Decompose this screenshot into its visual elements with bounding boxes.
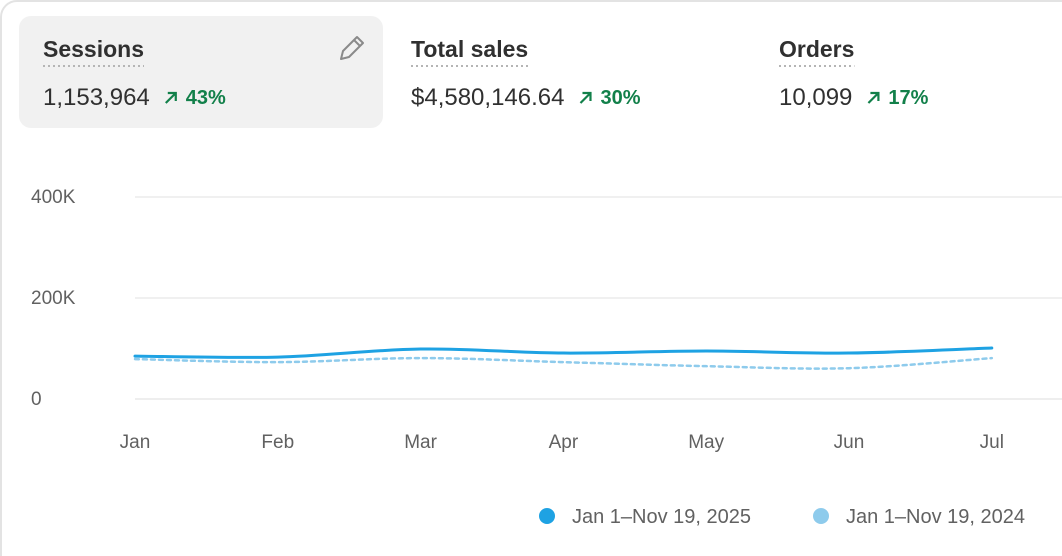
metric-change: 30% (600, 87, 640, 109)
metric-title: Orders (779, 36, 854, 62)
x-tick-label: Jan (120, 432, 151, 453)
metric-value: $4,580,146.64 (411, 84, 564, 111)
x-tick-label: Jun (834, 432, 865, 453)
series-line (133, 346, 994, 359)
series-line (133, 356, 994, 370)
trend-arrow (579, 91, 592, 104)
legend-swatch (539, 508, 555, 524)
metric-title: Total sales (411, 36, 528, 62)
x-tick-label: Jul (980, 432, 1004, 453)
trend-arrow (867, 91, 880, 104)
metric-change: 43% (186, 87, 226, 109)
x-tick-label: Apr (549, 432, 579, 453)
x-tick-label: Feb (261, 432, 294, 453)
metric-value: 1,153,964 (43, 84, 150, 111)
edit-icon[interactable] (340, 36, 364, 60)
selected-metric-bg (19, 16, 383, 128)
legend-label: Jan 1–Nov 19, 2024 (846, 506, 1025, 528)
metric-title: Sessions (43, 36, 144, 62)
x-tick-label: Mar (404, 432, 437, 453)
legend-label: Jan 1–Nov 19, 2025 (572, 506, 751, 528)
metric-value: 10,099 (779, 84, 852, 111)
trend-arrow (165, 91, 177, 104)
y-tick-label: 200K (31, 288, 76, 309)
y-tick-label: 0 (31, 389, 42, 410)
metric-change: 17% (888, 87, 928, 109)
legend-swatch (813, 508, 829, 524)
y-tick-label: 400K (31, 187, 76, 208)
x-tick-label: May (688, 432, 724, 453)
